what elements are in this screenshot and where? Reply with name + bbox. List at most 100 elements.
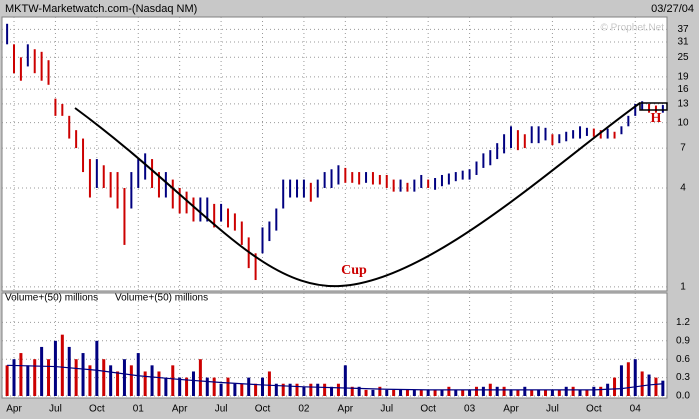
volume-bar <box>578 389 582 396</box>
volume-bar <box>67 346 71 396</box>
volume-bar <box>571 386 575 396</box>
x-tick-label: Apr <box>6 404 22 415</box>
volume-bar <box>440 389 444 396</box>
y-tick-label: 1.2 <box>676 317 690 328</box>
volume-bar <box>26 365 30 396</box>
volume-bar <box>640 371 644 396</box>
x-tick-label: Oct <box>586 404 602 415</box>
volume-bar <box>557 389 561 396</box>
volume-bar <box>412 389 416 396</box>
chart-date: 03/27/04 <box>651 3 694 15</box>
volume-bar <box>357 386 361 396</box>
volume-bar <box>585 389 589 396</box>
cup-label: Cup <box>341 263 367 278</box>
x-tick-label: Apr <box>503 404 519 415</box>
volume-bar <box>350 386 354 396</box>
volume-bar <box>88 365 92 396</box>
volume-bar <box>247 377 251 396</box>
x-tick-label: 02 <box>298 404 310 415</box>
volume-bar <box>405 389 409 396</box>
volume-bar <box>633 359 637 396</box>
volume-bar <box>261 377 265 396</box>
volume-bar <box>371 389 375 396</box>
volume-bar <box>226 377 230 396</box>
y-tick-label: 16 <box>677 84 689 95</box>
y-tick-label: 10 <box>677 117 689 128</box>
volume-bar <box>336 383 340 396</box>
y-tick-label: 37 <box>677 24 689 35</box>
y-tick-label: 25 <box>677 52 689 63</box>
volume-bar <box>544 389 548 396</box>
volume-bar <box>426 389 430 396</box>
x-tick-label: Oct <box>255 404 271 415</box>
volume-bar <box>399 389 403 396</box>
volume-bar <box>274 383 278 396</box>
volume-bar <box>109 365 113 396</box>
x-tick-label: Apr <box>338 404 354 415</box>
volume-bar <box>530 389 534 396</box>
volume-bar <box>523 386 527 396</box>
x-tick-label: Oct <box>420 404 436 415</box>
volume-bar <box>164 377 168 396</box>
cup-curve <box>74 102 641 288</box>
volume-bar <box>509 389 513 396</box>
volume-bar <box>550 389 554 396</box>
volume-bar <box>661 380 665 396</box>
x-tick-label: Jul <box>380 404 393 415</box>
volume-bar <box>323 383 327 396</box>
volume-bar <box>474 386 478 396</box>
watermark: © Prophet.Net <box>600 23 664 34</box>
volume-bar <box>385 389 389 396</box>
x-tick-label: Oct <box>89 404 105 415</box>
volume-bar <box>33 359 37 396</box>
volume-bar <box>116 371 120 396</box>
x-tick-label: 03 <box>464 404 476 415</box>
volume-bar <box>343 365 347 396</box>
volume-bar <box>461 389 465 396</box>
volume-bar <box>419 389 423 396</box>
volume-bar <box>537 389 541 396</box>
volume-bar <box>47 359 51 396</box>
volume-bar <box>178 377 182 396</box>
volume-bar <box>212 377 216 396</box>
volume-bar <box>654 377 658 396</box>
volume-bar <box>233 383 237 396</box>
volume-bar <box>171 365 175 396</box>
handle-label: H <box>651 111 662 126</box>
volume-bar <box>240 383 244 396</box>
y-tick-label: 4 <box>680 183 686 194</box>
volume-bar <box>454 389 458 396</box>
volume-bar <box>468 389 472 396</box>
x-tick-label: Jul <box>49 404 62 415</box>
volume-bar <box>295 383 299 396</box>
x-tick-label: 01 <box>133 404 145 415</box>
volume-bar <box>302 386 306 396</box>
volume-bar <box>102 359 106 396</box>
volume-bar <box>502 386 506 396</box>
volume-bar <box>330 386 334 396</box>
volume-bar <box>150 365 154 396</box>
volume-bar <box>447 386 451 396</box>
x-tick-label: Apr <box>172 404 188 415</box>
volume-bar <box>95 340 99 396</box>
volume-bar <box>129 365 133 396</box>
y-tick-label: 0.9 <box>676 335 690 346</box>
volume-bar <box>157 371 161 396</box>
y-tick-label: 13 <box>677 99 689 110</box>
volume-panel <box>1 292 668 399</box>
legend-entry: Volume+(50) millions <box>5 293 98 304</box>
y-tick-label: 7 <box>680 143 686 154</box>
volume-bar <box>516 389 520 396</box>
volume-bar <box>254 383 258 396</box>
volume-bar <box>378 386 382 396</box>
volume-bar <box>364 389 368 396</box>
y-tick-label: 0.0 <box>676 391 690 402</box>
volume-bar <box>185 377 189 396</box>
legend-entry: Volume+(50) millions <box>115 293 208 304</box>
volume-bar <box>40 346 44 396</box>
volume-bar <box>19 353 23 396</box>
chart-title: MKTW-Marketwatch.com-(Nasdaq NM) <box>5 3 197 15</box>
volume-bar <box>53 340 57 396</box>
